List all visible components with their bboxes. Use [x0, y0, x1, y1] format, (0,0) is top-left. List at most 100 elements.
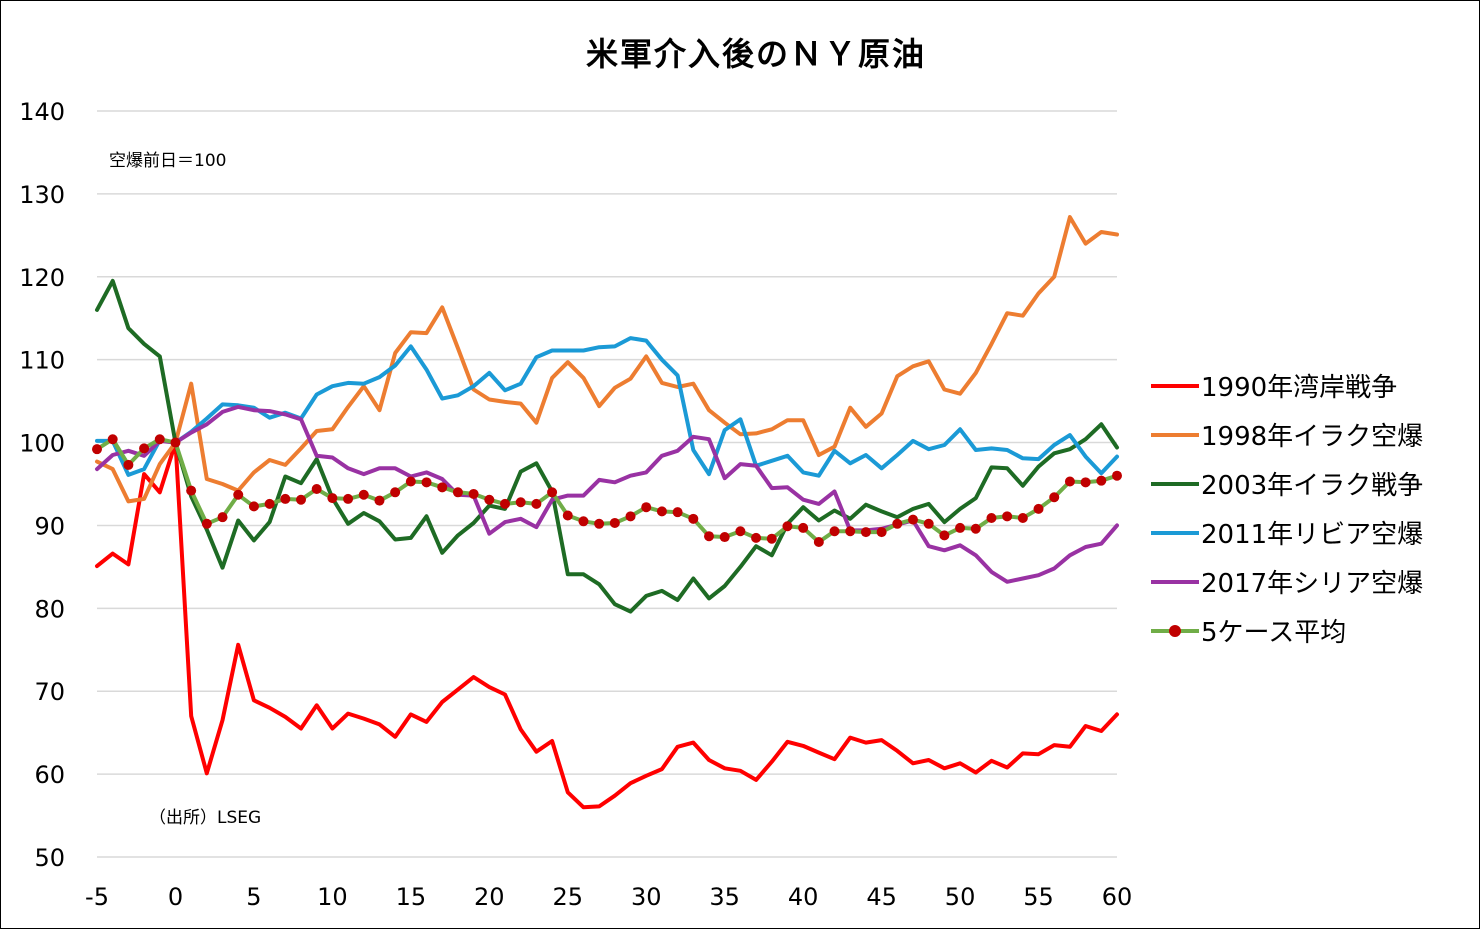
series-point [123, 459, 134, 470]
series-point [248, 501, 259, 512]
series-point [845, 526, 856, 537]
series-point [1064, 476, 1075, 487]
series-point [641, 502, 652, 513]
series-point [625, 511, 636, 522]
series-point [296, 494, 306, 505]
legend-item: 2017年シリア空爆 [1151, 557, 1423, 606]
x-tick-label: 60 [1102, 883, 1133, 911]
legend-swatch [1151, 619, 1199, 643]
x-tick-label: 55 [1023, 883, 1054, 911]
series-point [500, 498, 510, 509]
series-point [578, 516, 589, 527]
series-point [1096, 475, 1107, 486]
legend-label: 5ケース平均 [1201, 618, 1347, 648]
series-point [688, 513, 699, 524]
legend-label: 1990年湾岸戦争 [1201, 373, 1398, 403]
series-line [95, 440, 1119, 810]
series-point [876, 527, 887, 538]
legend-item: 2011年リビア空爆 [1151, 508, 1423, 557]
x-tick-label: 35 [709, 883, 740, 911]
legend-item: 5ケース平均 [1151, 606, 1423, 655]
series-point [813, 537, 824, 548]
series-point [955, 522, 966, 533]
series-point [735, 526, 746, 537]
x-tick-label: 40 [788, 883, 819, 911]
legend-item: 2003年イラク戦争 [1151, 459, 1423, 508]
series-lines [92, 215, 1122, 810]
series-point [719, 532, 730, 543]
series-point [311, 483, 322, 494]
series-point [860, 527, 871, 538]
series-point [343, 493, 354, 504]
series-point [939, 530, 950, 541]
series-point [374, 495, 385, 506]
series-point [609, 517, 620, 528]
series-point [908, 514, 918, 525]
x-tick-label: 25 [552, 883, 583, 911]
legend-item: 1990年湾岸戦争 [1151, 361, 1423, 410]
y-tick-label: 90 [34, 512, 65, 540]
x-tick-label: 20 [474, 883, 505, 911]
series-point [562, 510, 573, 521]
series-point [798, 522, 809, 533]
axis-ticks: 50 60 70 80 90 100 110 120 130 140 -5 0 5 10 15 20 25 30 3… [19, 98, 1132, 911]
y-tick-label: 60 [34, 761, 65, 789]
series-point [327, 493, 338, 504]
x-tick-label: 50 [945, 883, 976, 911]
series-point [452, 487, 463, 498]
legend-label: 2017年シリア空爆 [1201, 569, 1424, 599]
series-point [766, 533, 777, 544]
legend: 1990年湾岸戦争 1998年イラク空爆 2003年イラク戦争 2011年リビア空爆 2… [1151, 361, 1423, 655]
series-point [170, 437, 181, 448]
series-point [829, 526, 840, 537]
x-tick-label: 10 [317, 883, 348, 911]
series-point [1080, 477, 1091, 488]
series-point [154, 434, 165, 445]
series-point [217, 512, 228, 523]
x-tick-label: 30 [631, 883, 662, 911]
legend-item: 1998年イラク空爆 [1151, 410, 1423, 459]
legend-swatch [1151, 570, 1199, 594]
series-point [437, 482, 448, 493]
chart-title: 米軍介入後のＮＹ原油 [585, 35, 926, 73]
series-point [201, 518, 212, 529]
legend-swatch [1151, 374, 1199, 398]
series-line [95, 215, 1119, 504]
series-point [358, 489, 369, 500]
y-tick-label: 80 [34, 595, 65, 623]
series-point [515, 497, 526, 508]
x-tick-label: 5 [246, 883, 261, 911]
series-point [1002, 511, 1013, 522]
series-point [92, 444, 102, 455]
series-line [95, 336, 1119, 478]
legend-label: 2003年イラク戦争 [1201, 471, 1424, 501]
series-point [1017, 512, 1028, 523]
legend-swatch [1151, 521, 1199, 545]
series-point [421, 477, 432, 488]
series-point [531, 498, 542, 509]
series-point [704, 531, 714, 542]
series-point [970, 523, 981, 534]
series-point [672, 507, 683, 518]
series-point [1112, 470, 1122, 481]
legend-label: 2011年リビア空爆 [1201, 520, 1424, 550]
legend-swatch [1151, 423, 1199, 447]
legend-label: 1998年イラク空爆 [1201, 422, 1424, 452]
series-point [484, 494, 495, 505]
series-point [782, 521, 793, 532]
x-tick-label: -5 [85, 883, 109, 911]
series-point [405, 476, 416, 487]
series-point [1049, 492, 1060, 503]
series-line [95, 404, 1119, 584]
x-tick-label: 45 [866, 883, 897, 911]
y-tick-label: 130 [19, 181, 65, 209]
series-point [547, 487, 558, 498]
series-point [751, 532, 762, 543]
series-point [468, 488, 479, 499]
series-point [390, 487, 401, 498]
gridlines [97, 110, 1117, 858]
series-point [233, 489, 244, 500]
series-point [186, 485, 197, 496]
